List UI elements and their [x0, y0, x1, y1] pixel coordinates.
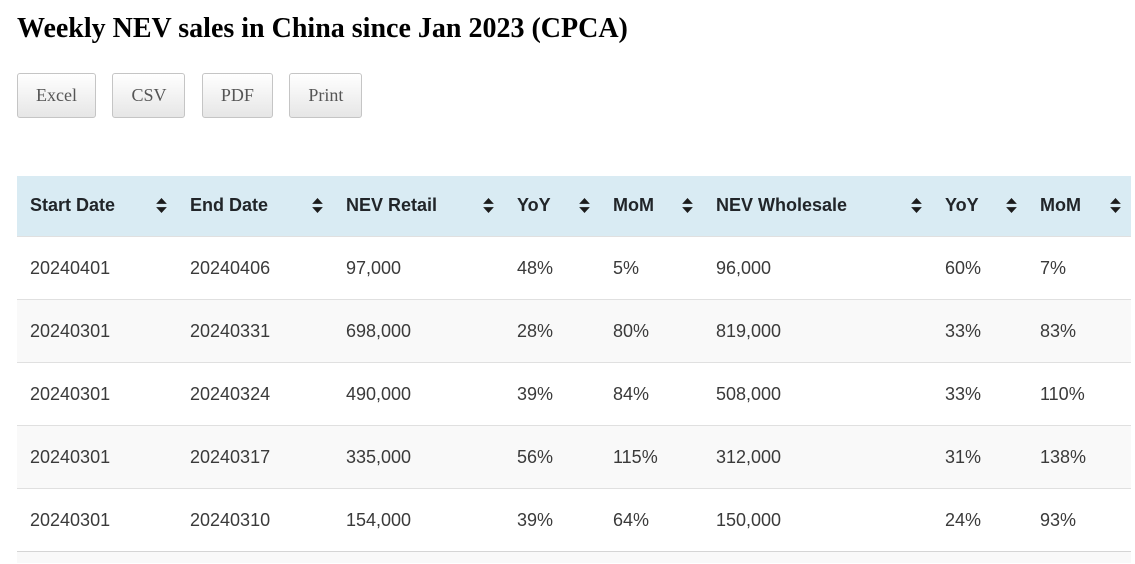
column-header-wholesale-yoy[interactable]: YoY	[932, 175, 1027, 237]
cell-retail-mom: 80%	[600, 299, 703, 363]
cell-nev-retail: 154,000	[333, 488, 504, 552]
column-header-nev-wholesale[interactable]: NEV Wholesale	[703, 175, 932, 237]
sort-both-icon[interactable]	[312, 198, 323, 214]
cell-end-date: 20240331	[177, 299, 333, 363]
cell-nev-retail: 490,000	[333, 362, 504, 426]
cell-wholesale-mom: 83%	[1027, 299, 1131, 363]
cell-retail-yoy: 39%	[504, 362, 600, 426]
page-title: Weekly NEV sales in China since Jan 2023…	[17, 13, 628, 44]
column-header-start-date[interactable]: Start Date	[17, 175, 177, 237]
cell-nev-wholesale: 508,000	[703, 362, 932, 426]
cell-nev-retail: 97,000	[333, 236, 504, 300]
sort-both-icon[interactable]	[579, 198, 590, 214]
table-body: 20240401 20240406 97,000 48% 5% 96,000 6…	[17, 236, 1131, 563]
table-row: 20240301 20240310 154,000 39% 64% 150,00…	[17, 488, 1131, 552]
export-toolbar: Excel CSV PDF Print	[17, 72, 1135, 118]
partial-row-cell	[17, 551, 1131, 563]
nev-sales-table: Start Date End Date NEV Retail	[17, 175, 1131, 563]
cell-wholesale-yoy: 24%	[932, 488, 1027, 552]
cell-nev-retail: 335,000	[333, 425, 504, 489]
table-row: 20240301 20240331 698,000 28% 80% 819,00…	[17, 299, 1131, 363]
sort-both-icon[interactable]	[1006, 198, 1017, 214]
cell-nev-wholesale: 96,000	[703, 236, 932, 300]
column-label: End Date	[190, 195, 269, 216]
cell-wholesale-yoy: 60%	[932, 236, 1027, 300]
cell-end-date: 20240317	[177, 425, 333, 489]
table-row-partial	[17, 551, 1131, 563]
csv-export-button[interactable]: CSV	[112, 72, 186, 118]
cell-wholesale-yoy: 33%	[932, 362, 1027, 426]
column-header-wholesale-mom[interactable]: MoM	[1027, 175, 1131, 237]
column-header-nev-retail[interactable]: NEV Retail	[333, 175, 504, 237]
cell-wholesale-yoy: 31%	[932, 425, 1027, 489]
table-row: 20240301 20240324 490,000 39% 84% 508,00…	[17, 362, 1131, 426]
sort-both-icon[interactable]	[911, 198, 922, 214]
excel-export-button[interactable]: Excel	[17, 72, 96, 118]
cell-retail-mom: 5%	[600, 236, 703, 300]
table-row: 20240301 20240317 335,000 56% 115% 312,0…	[17, 425, 1131, 489]
cell-wholesale-mom: 138%	[1027, 425, 1131, 489]
column-header-end-date[interactable]: End Date	[177, 175, 333, 237]
sort-both-icon[interactable]	[682, 198, 693, 214]
column-label: MoM	[1040, 195, 1081, 216]
column-label: Start Date	[30, 195, 116, 216]
cell-start-date: 20240301	[17, 425, 177, 489]
pdf-export-button[interactable]: PDF	[201, 72, 273, 118]
print-button[interactable]: Print	[289, 72, 363, 118]
column-label: YoY	[945, 195, 979, 216]
column-header-retail-yoy[interactable]: YoY	[504, 175, 600, 237]
cell-retail-yoy: 28%	[504, 299, 600, 363]
cell-start-date: 20240401	[17, 236, 177, 300]
cell-retail-mom: 115%	[600, 425, 703, 489]
cell-start-date: 20240301	[17, 488, 177, 552]
cell-end-date: 20240406	[177, 236, 333, 300]
cell-start-date: 20240301	[17, 362, 177, 426]
cell-nev-retail: 698,000	[333, 299, 504, 363]
cell-retail-yoy: 48%	[504, 236, 600, 300]
cell-retail-mom: 84%	[600, 362, 703, 426]
cell-end-date: 20240324	[177, 362, 333, 426]
column-label: YoY	[517, 195, 551, 216]
column-label: NEV Retail	[346, 195, 438, 216]
page: Weekly NEV sales in China since Jan 2023…	[0, 12, 1135, 563]
cell-wholesale-mom: 7%	[1027, 236, 1131, 300]
cell-start-date: 20240301	[17, 299, 177, 363]
sort-both-icon[interactable]	[1110, 198, 1121, 214]
cell-retail-yoy: 39%	[504, 488, 600, 552]
sort-both-icon[interactable]	[483, 198, 494, 214]
cell-nev-wholesale: 150,000	[703, 488, 932, 552]
column-label: MoM	[613, 195, 654, 216]
sort-both-icon[interactable]	[156, 198, 167, 214]
cell-nev-wholesale: 312,000	[703, 425, 932, 489]
cell-wholesale-mom: 110%	[1027, 362, 1131, 426]
cell-end-date: 20240310	[177, 488, 333, 552]
cell-retail-mom: 64%	[600, 488, 703, 552]
cell-retail-yoy: 56%	[504, 425, 600, 489]
table-row: 20240401 20240406 97,000 48% 5% 96,000 6…	[17, 236, 1131, 300]
cell-wholesale-mom: 93%	[1027, 488, 1131, 552]
table-header: Start Date End Date NEV Retail	[17, 175, 1131, 237]
column-label: NEV Wholesale	[716, 195, 848, 216]
cell-nev-wholesale: 819,000	[703, 299, 932, 363]
column-header-retail-mom[interactable]: MoM	[600, 175, 703, 237]
cell-wholesale-yoy: 33%	[932, 299, 1027, 363]
